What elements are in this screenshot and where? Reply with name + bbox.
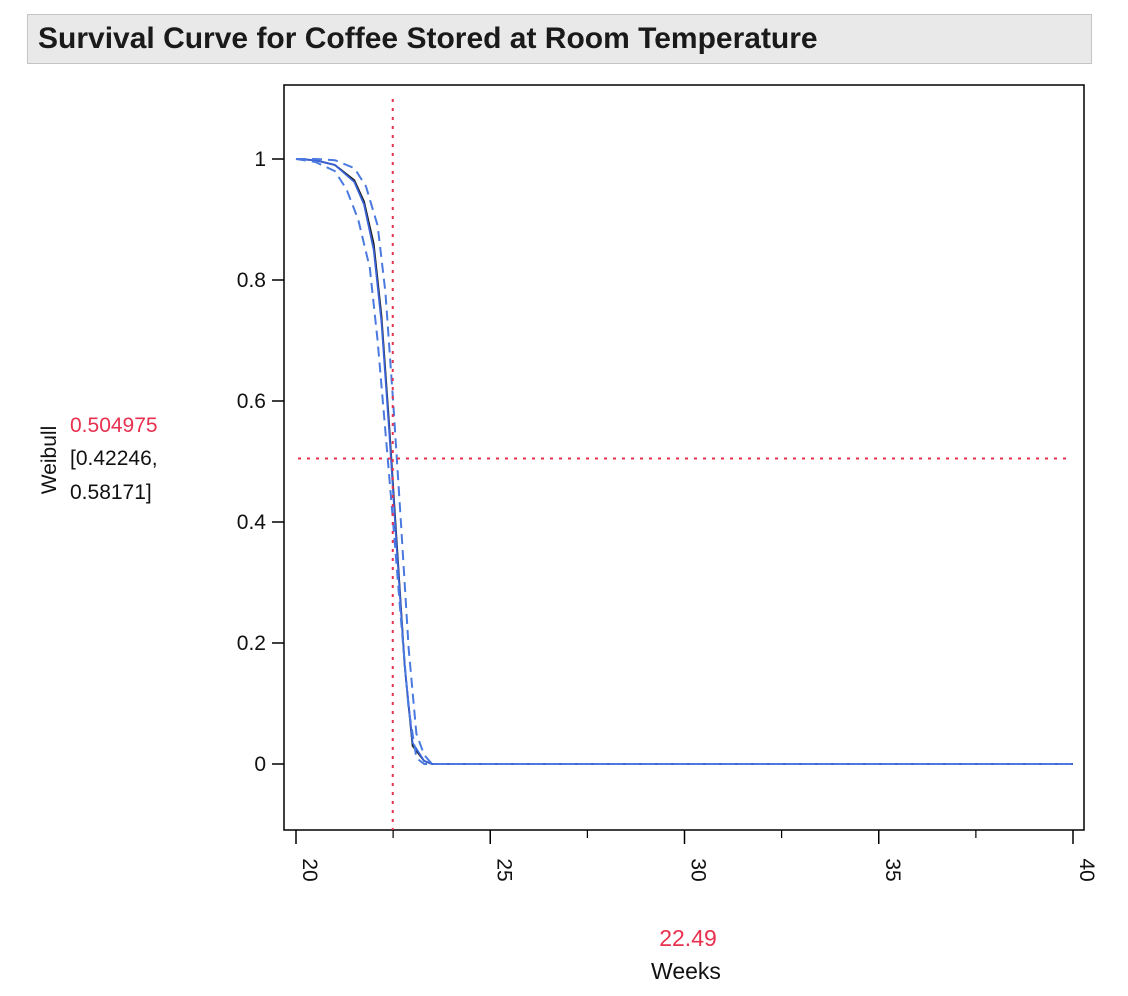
y-tick-label-1: 1 [254, 148, 266, 171]
x-tick-label-20: 20 [298, 858, 321, 881]
y-tick-label-0.2: 0.2 [237, 632, 266, 655]
survival-series-1-line [295, 158, 1073, 765]
survival-series-3-ci-bound [295, 158, 1073, 765]
x-axis: 20 25 30 35 40 [295, 830, 1098, 882]
survival-series-4-ci-bound [296, 158, 1073, 765]
x-tick-label-25: 25 [492, 858, 515, 881]
x-axis-label: Weeks [651, 958, 721, 984]
x-tick-label-30: 30 [687, 858, 710, 881]
y-tick-label-0.4: 0.4 [237, 511, 267, 534]
x-crosshair-readout: 22.49 [659, 925, 717, 951]
y-axis-label: Weibull [38, 426, 61, 494]
x-tick-label-40: 40 [1075, 858, 1098, 881]
chart-title-bar: Survival Curve for Coffee Stored at Room… [27, 14, 1092, 64]
series-layer [295, 158, 1073, 765]
y-tick-label-0.6: 0.6 [237, 390, 266, 413]
ci-readout-line2: 0.58171] [70, 481, 152, 504]
y-tick-label-0.8: 0.8 [237, 269, 266, 292]
y-tick-label-0: 0 [254, 753, 266, 776]
y-axis: 0 0.2 0.4 0.6 0.8 1 [237, 148, 284, 776]
chart-title: Survival Curve for Coffee Stored at Room… [38, 22, 818, 55]
y-crosshair-readout: 0.504975 [70, 414, 158, 437]
x-tick-label-35: 35 [881, 858, 904, 881]
survival-series-2-line [295, 158, 1073, 765]
ci-readout-line1: [0.42246, [70, 447, 158, 470]
